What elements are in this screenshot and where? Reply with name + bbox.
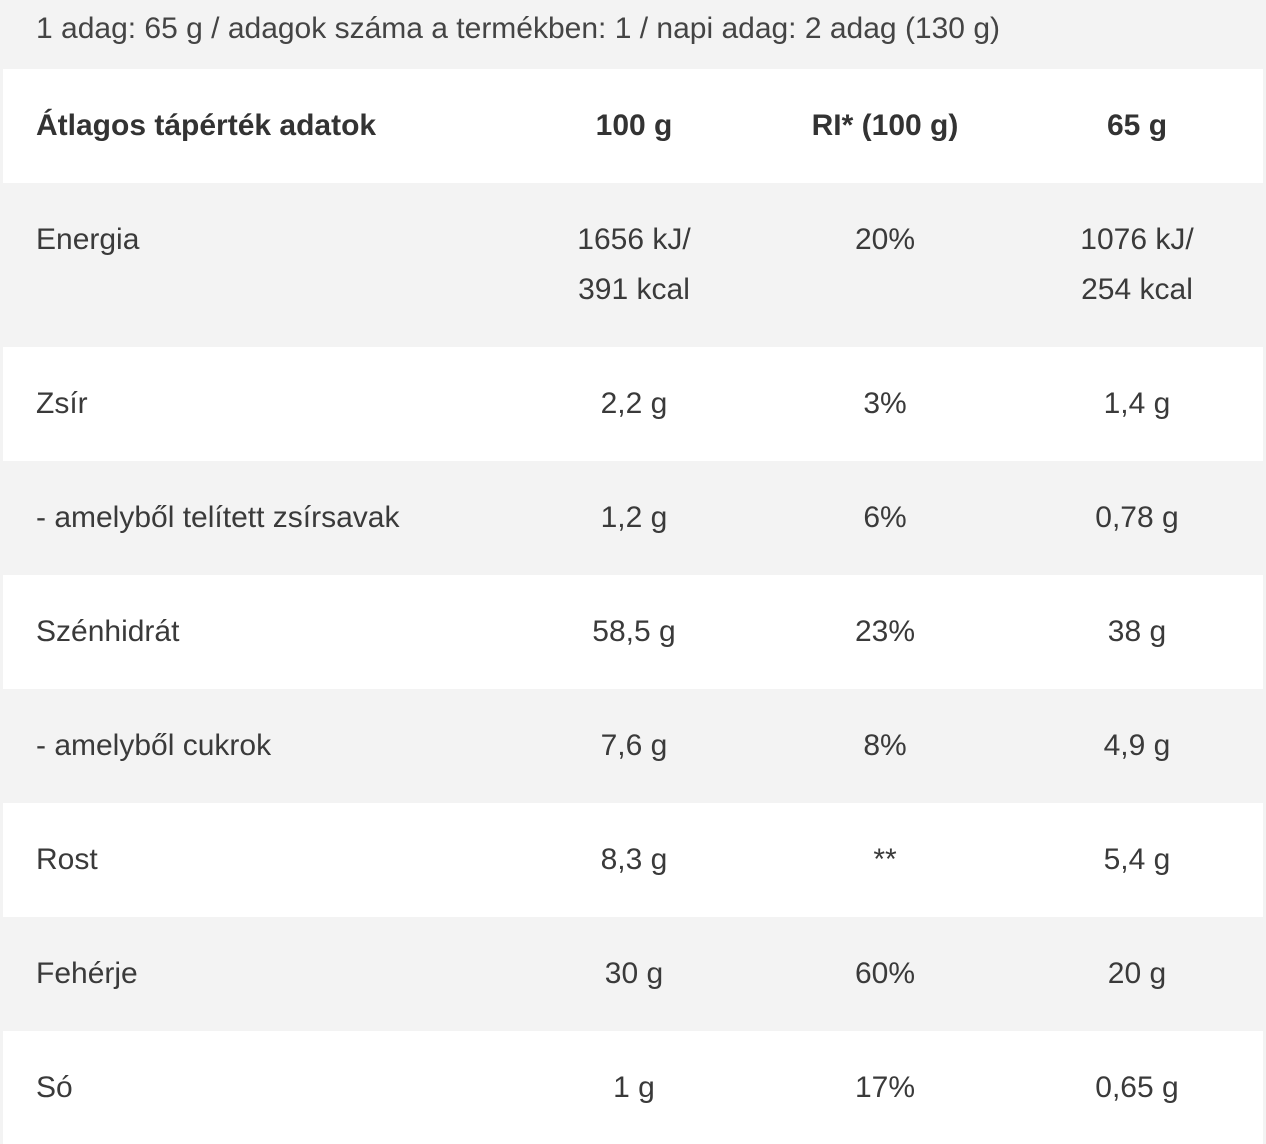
energy-kcal: 391 kcal	[578, 273, 690, 306]
row-label: Só	[36, 1070, 73, 1104]
energy-kj: 1656 kJ/	[577, 223, 691, 256]
row-per-100g: 1 g	[613, 1070, 655, 1104]
row-label: Szénhidrát	[36, 615, 180, 648]
row-per-serving: 38 g	[1107, 615, 1167, 648]
table-row: Energia 1656 kJ/ 391 kcal 20% 1076 kJ/ 2…	[3, 183, 1263, 347]
table-row: Fehérje 30 g 60% 20 g	[3, 917, 1263, 1031]
row-label: - amelyből cukrok	[36, 729, 272, 762]
header-per-100g: 100 g	[595, 109, 673, 142]
table-row: Só 1 g 17% 0,65 g	[3, 1031, 1263, 1144]
row-per-serving: 5,4 g	[1103, 843, 1171, 876]
row-label: Rost	[36, 843, 98, 876]
row-per-serving: 0,78 g	[1095, 501, 1179, 534]
table-row: - amelyből cukrok 7,6 g 8% 4,9 g	[3, 689, 1263, 803]
table-row: Szénhidrát 58,5 g 23% 38 g	[3, 575, 1263, 689]
row-ri: **	[873, 843, 897, 876]
row-per-100g: 7,6 g	[600, 729, 668, 762]
row-ri: 8%	[863, 729, 907, 762]
row-per-serving: 20 g	[1107, 957, 1167, 990]
row-label: Zsír	[36, 387, 88, 420]
row-label: Energia	[36, 223, 140, 256]
row-ri: 3%	[863, 387, 907, 420]
row-per-100g: 1656 kJ/ 391 kcal	[509, 183, 759, 347]
row-ri: 6%	[863, 501, 907, 534]
row-ri: 17%	[854, 1070, 916, 1104]
row-ri: 20%	[854, 223, 916, 256]
header-per-serving: 65 g	[1106, 109, 1168, 142]
energy-kj: 1076 kJ/	[1080, 223, 1194, 256]
row-per-serving: 4,9 g	[1103, 729, 1171, 762]
row-per-100g: 2,2 g	[600, 387, 668, 420]
table-row: - amelyből telített zsírsavak 1,2 g 6% 0…	[3, 461, 1263, 575]
nutrition-table: Átlagos tápérték adatok 100 g RI* (100 g…	[3, 69, 1263, 1144]
row-ri: 23%	[854, 615, 916, 648]
row-per-100g: 58,5 g	[592, 615, 676, 648]
row-per-serving: 1,4 g	[1103, 387, 1171, 420]
row-label: - amelyből telített zsírsavak	[36, 501, 400, 534]
serving-info: 1 adag: 65 g / adagok száma a termékben:…	[0, 0, 1266, 69]
row-per-serving: 1076 kJ/ 254 kcal	[1011, 183, 1263, 347]
table-row: Zsír 2,2 g 3% 1,4 g	[3, 347, 1263, 461]
row-per-100g: 1,2 g	[600, 501, 668, 534]
row-per-100g: 8,3 g	[600, 843, 668, 876]
row-label: Fehérje	[36, 957, 138, 990]
header-nutrient: Átlagos tápérték adatok	[36, 109, 377, 142]
row-ri: 60%	[854, 957, 916, 990]
row-per-serving: 0,65 g	[1095, 1070, 1179, 1104]
header-ri: RI* (100 g)	[811, 109, 959, 142]
table-header-row: Átlagos tápérték adatok 100 g RI* (100 g…	[3, 69, 1263, 183]
table-row: Rost 8,3 g ** 5,4 g	[3, 803, 1263, 917]
energy-kcal: 254 kcal	[1081, 273, 1193, 306]
row-per-100g: 30 g	[604, 957, 664, 990]
